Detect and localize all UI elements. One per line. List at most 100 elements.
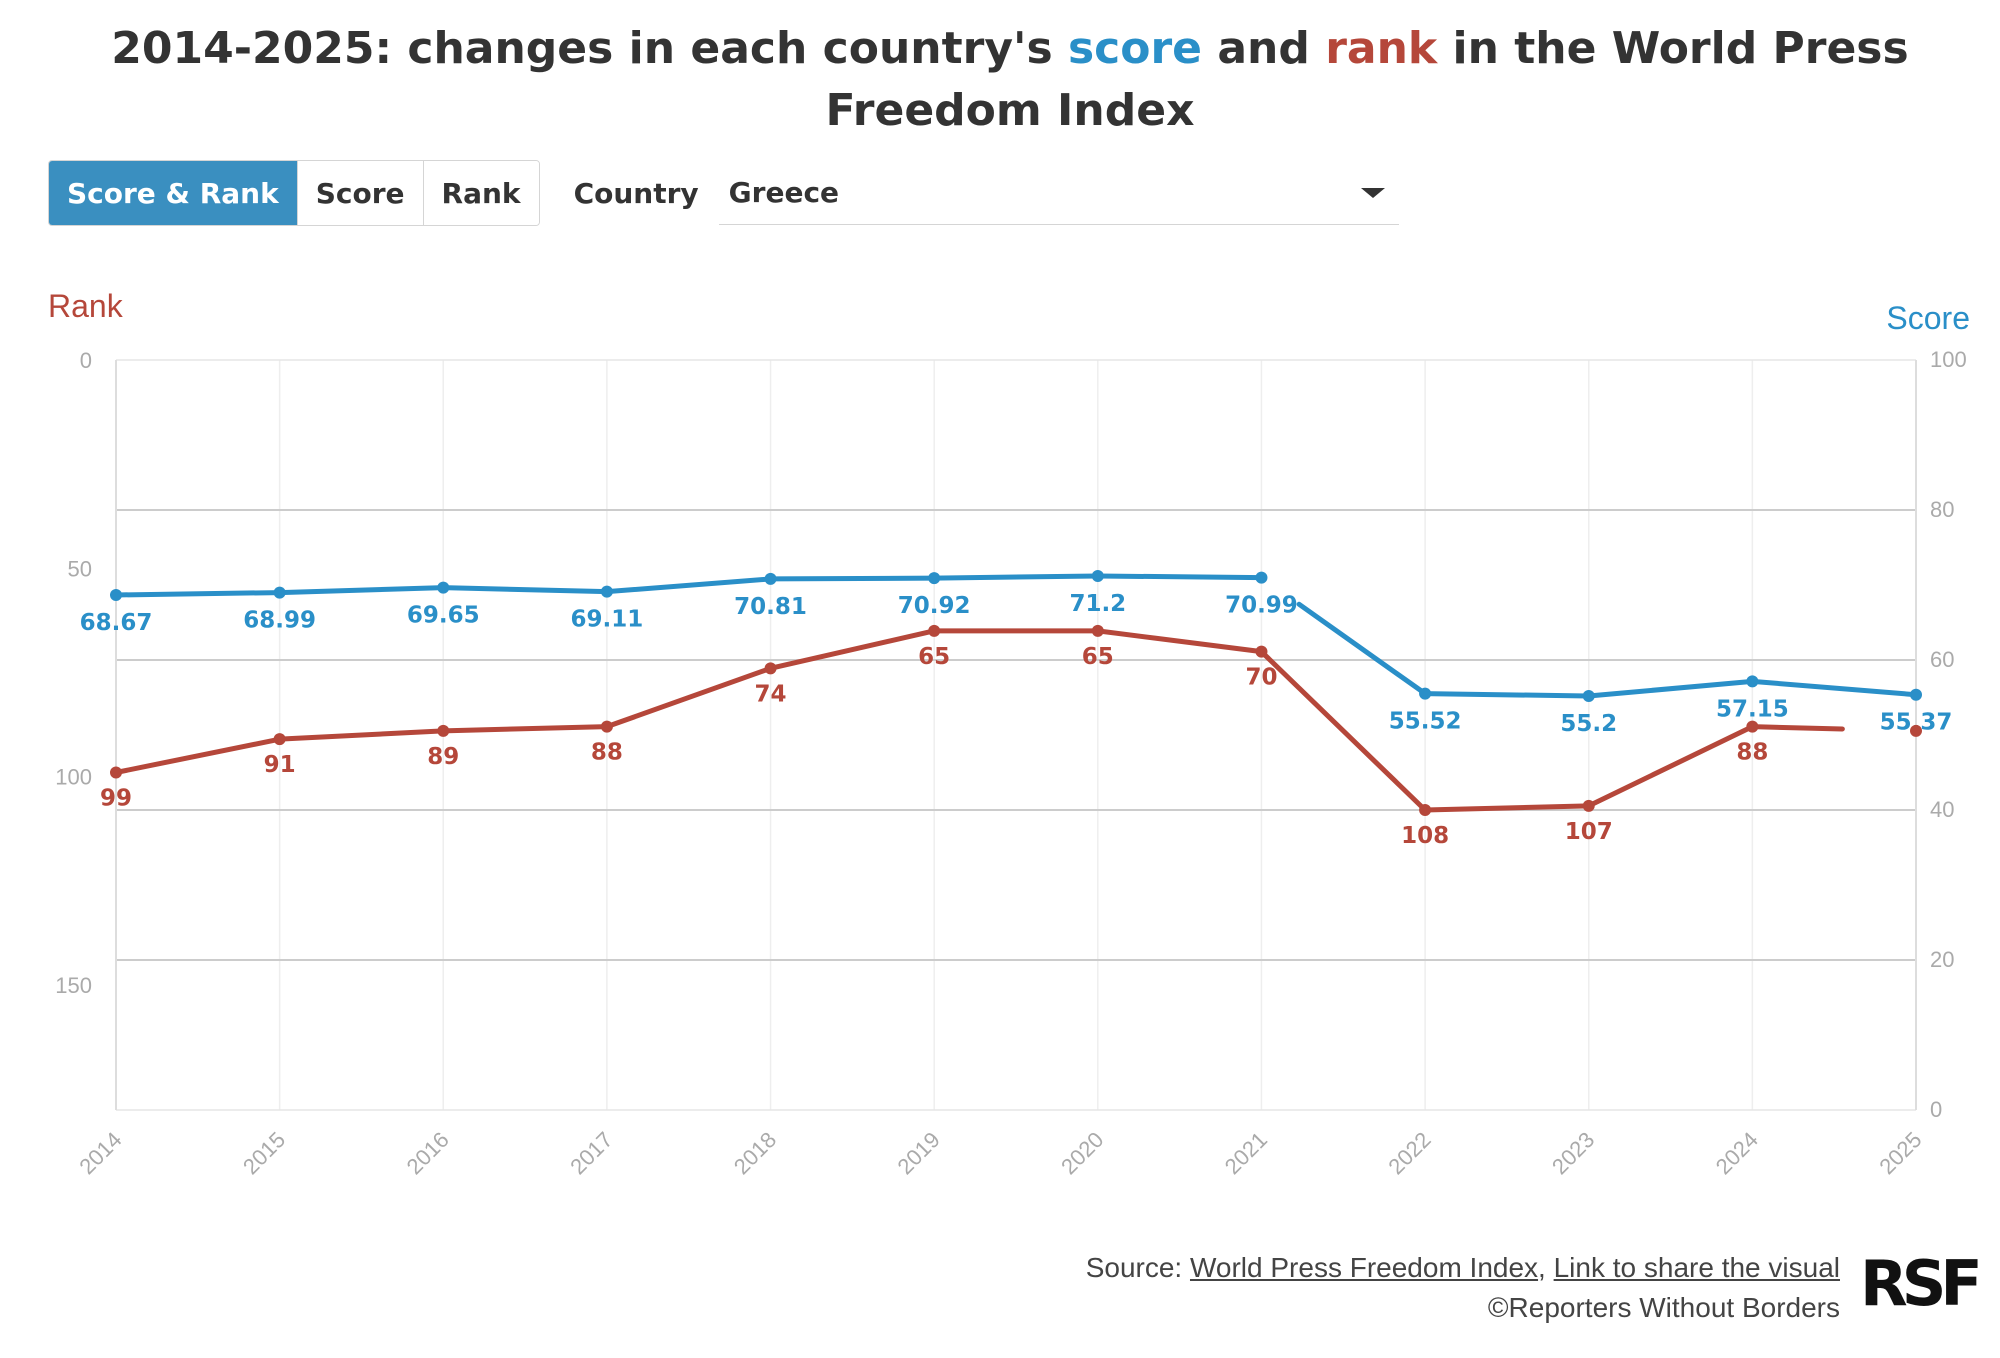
rank-data-label: 88 xyxy=(1736,740,1768,766)
score-data-label: 69.65 xyxy=(407,603,480,629)
rank-point xyxy=(273,733,286,746)
rank-data-label: 108 xyxy=(1401,823,1449,849)
score-line-segment xyxy=(1296,601,1428,697)
x-tick-label: 2021 xyxy=(1220,1127,1272,1179)
rank-point xyxy=(1910,724,1922,737)
score-data-label: 70.92 xyxy=(898,593,971,619)
x-tick-label: 2014 xyxy=(74,1127,126,1179)
rank-data-label: 107 xyxy=(1565,819,1613,845)
rank-point xyxy=(1746,720,1759,733)
chevron-down-icon xyxy=(1360,187,1385,198)
score-line-segment xyxy=(113,590,283,598)
x-tick-label: 2025 xyxy=(1874,1127,1926,1179)
score-point xyxy=(1091,570,1104,582)
tab-score-and-rank[interactable]: Score & Rank xyxy=(49,161,297,225)
x-tick-label: 2016 xyxy=(402,1127,454,1179)
x-tick-label: 2020 xyxy=(1056,1127,1108,1179)
rank-tick-label: 150 xyxy=(55,973,92,998)
score-line-segment xyxy=(1586,678,1755,699)
x-tick-label: 2019 xyxy=(892,1127,944,1179)
score-line-segment xyxy=(604,576,774,595)
title-prefix: 2014-2025: changes in each country's xyxy=(111,23,1068,74)
score-tick-label: 0 xyxy=(1930,1097,1942,1122)
rank-point xyxy=(1419,804,1432,816)
score-line-segment xyxy=(931,573,1101,581)
x-tick-label: 2018 xyxy=(729,1127,781,1179)
copyright: ©Reporters Without Borders xyxy=(1487,1292,1840,1323)
score-point xyxy=(764,572,777,585)
score-tick-label: 40 xyxy=(1930,797,1954,822)
score-data-label: 70.81 xyxy=(734,594,807,620)
title-middle: and xyxy=(1202,23,1326,74)
rank-line-segment xyxy=(1258,649,1428,813)
rank-point xyxy=(600,720,613,733)
score-point xyxy=(1255,571,1268,584)
rank-line-segment xyxy=(1586,724,1755,809)
rank-line-segment xyxy=(440,724,610,734)
tab-score[interactable]: Score xyxy=(296,161,423,225)
score-data-label: 71.2 xyxy=(1069,591,1126,617)
rank-line-segment xyxy=(277,728,446,742)
rank-line-segment xyxy=(113,736,283,775)
score-line-segment xyxy=(768,575,937,582)
score-line-segment xyxy=(1422,691,1592,699)
title-rank-word: rank xyxy=(1325,23,1438,74)
source-prefix: Source: xyxy=(1085,1252,1190,1283)
rank-line-segment xyxy=(604,665,774,730)
score-line-segment xyxy=(440,585,610,595)
score-line-segment xyxy=(1749,678,1919,698)
rank-tick-label: 100 xyxy=(55,765,92,790)
source-link[interactable]: World Press Freedom Index xyxy=(1189,1252,1539,1283)
score-tick-label: 100 xyxy=(1930,347,1967,372)
score-point xyxy=(273,586,286,599)
score-data-label: 70.99 xyxy=(1225,593,1298,619)
chart-footer: Source: World Press Freedom Index, Link … xyxy=(1086,1248,1840,1328)
rank-tick-label: 0 xyxy=(80,348,92,373)
score-tick-label: 80 xyxy=(1930,497,1954,522)
score-line-segment xyxy=(1095,573,1264,581)
rank-data-label: 65 xyxy=(918,644,950,670)
rank-point xyxy=(1255,645,1268,658)
country-label: Country xyxy=(573,176,699,210)
rank-point xyxy=(928,624,941,637)
x-tick-label: 2015 xyxy=(238,1127,290,1179)
rank-point xyxy=(1091,624,1104,637)
score-point xyxy=(110,588,122,601)
rank-data-label: 74 xyxy=(755,681,787,707)
share-link[interactable]: Link to share the visual xyxy=(1553,1252,1840,1283)
country-select[interactable]: Greece xyxy=(718,161,1399,225)
source-separator: , xyxy=(1538,1252,1554,1283)
score-data-label: 55.2 xyxy=(1560,711,1617,737)
rank-line-segment xyxy=(1749,724,1845,732)
score-point xyxy=(1419,687,1432,700)
score-axis-title: Score xyxy=(1886,300,1970,336)
score-tick-label: 60 xyxy=(1930,647,1954,672)
rank-data-label: 91 xyxy=(264,752,296,778)
rank-point xyxy=(110,766,122,779)
rsf-logo: RSF xyxy=(1860,1247,1983,1320)
rank-data-label: 99 xyxy=(100,786,132,812)
x-tick-label: 2017 xyxy=(565,1127,617,1179)
score-tick-label: 20 xyxy=(1930,947,1954,972)
score-point xyxy=(1910,688,1922,701)
tab-rank[interactable]: Rank xyxy=(422,161,539,225)
score-point xyxy=(928,572,941,585)
rank-line-segment xyxy=(1095,628,1264,655)
x-tick-label: 2024 xyxy=(1711,1127,1763,1179)
chart-title: 2014-2025: changes in each country's sco… xyxy=(60,18,1960,142)
rank-axis-title: Rank xyxy=(48,288,123,324)
title-score-word: score xyxy=(1067,23,1203,74)
score-point xyxy=(1746,675,1759,688)
score-data-label: 68.67 xyxy=(80,610,153,636)
chart-controls: Score & Rank Score Rank Country Greece xyxy=(48,160,1399,226)
rank-point xyxy=(764,662,777,675)
x-tick-label: 2022 xyxy=(1383,1127,1435,1179)
rank-tick-label: 50 xyxy=(68,556,92,581)
rank-line-segment xyxy=(768,628,937,671)
rank-point xyxy=(437,724,450,737)
score-point xyxy=(437,581,450,594)
score-data-label: 69.11 xyxy=(571,607,644,633)
x-tick-label: 2023 xyxy=(1547,1127,1599,1179)
score-data-label: 57.15 xyxy=(1716,696,1789,722)
